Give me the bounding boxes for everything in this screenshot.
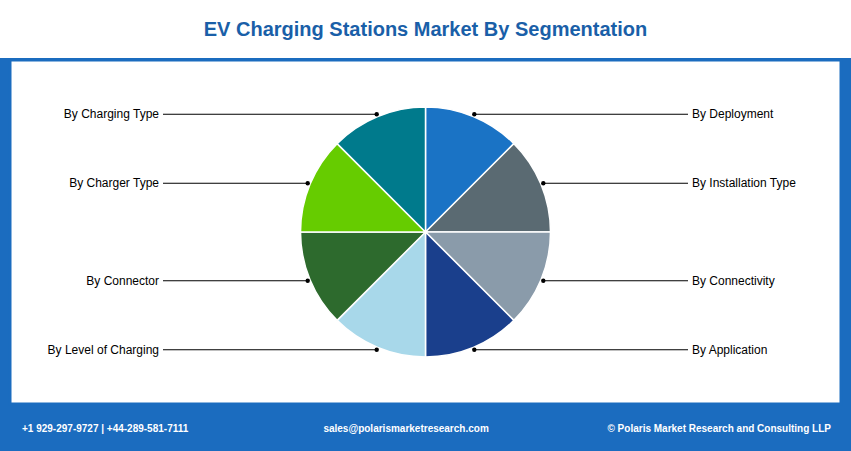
slice-label: By Charging Type [64,107,159,121]
leader-line [543,280,688,281]
slice-label: By Installation Type [692,176,796,190]
background [0,0,851,451]
slice-label: By Application [692,343,767,357]
leader-line [543,183,688,184]
slice [426,232,514,357]
leader-dot [306,181,310,185]
slice [337,107,425,232]
leader-dot [541,181,545,185]
header [0,0,851,58]
leader-dot [472,348,476,352]
leader-dot [541,279,545,283]
footer-text: sales@polarismarketresearch.com [323,423,489,434]
leader-line [474,114,688,115]
slices [301,107,551,357]
leader-line [474,349,688,350]
leader-dot [375,348,379,352]
leader-line [163,183,308,184]
leader-dot [472,112,476,116]
leader-line [163,114,377,115]
slice [426,144,551,232]
leader-dot [306,279,310,283]
slice-label: By Charger Type [69,176,159,190]
chart-area [10,60,841,404]
labels: By Deployment By Installation Type By Conn… [48,107,797,357]
slice [301,232,426,320]
slice-label: By Connectivity [692,274,775,288]
leader-line [163,280,308,281]
leader-line [163,349,377,350]
slice-label: By Level of Charging [48,343,159,357]
leader-dot [375,112,379,116]
footer-text: +1 929-297-9727 | +44-289-581-7111 [22,423,189,434]
slice-label: By Deployment [692,107,774,121]
title: EV Charging Stations Market By Segmentat… [204,18,647,40]
footer-text: © Polaris Market Research and Consulting… [607,423,831,434]
slice-label: By Connector [86,274,159,288]
